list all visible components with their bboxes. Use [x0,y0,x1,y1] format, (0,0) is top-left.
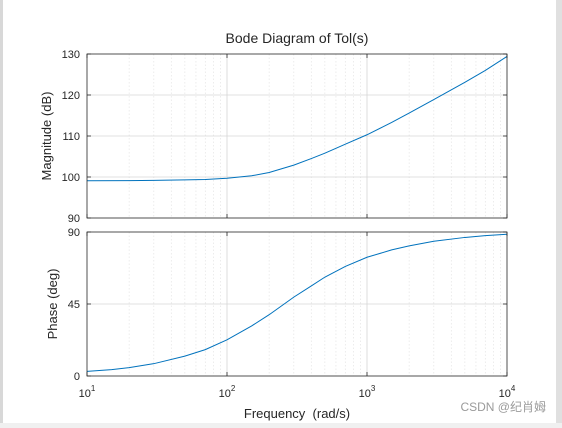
x-tick-label: 102 [219,384,236,400]
phase-curve [86,233,508,372]
x-tick-label: 103 [359,384,376,400]
y-tick-label: 90 [68,213,80,225]
y-tick-label: 45 [68,299,80,311]
magnitude-y-label: Magnitude (dB) [39,92,54,181]
y-tick-label: 130 [62,49,80,61]
magnitude-panel: 90 100 110 120 130 Magnitude (dB) [39,49,508,225]
window-left-edge [0,0,3,423]
y-tick-label: 120 [62,90,80,102]
x-axis-label: Frequency (rad/s) [244,406,350,421]
x-tick-label: 104 [499,384,516,400]
phase-grid [87,232,507,376]
magnitude-grid [87,54,507,218]
window-right-edge [556,0,562,423]
phase-y-label: Phase (deg) [45,269,60,340]
phase-panel: 0 45 90 Phase (deg) [45,227,508,383]
y-tick-label: 110 [62,131,80,143]
chart-title: Bode Diagram of Tol(s) [226,30,369,46]
watermark-text: CSDN @纪肖姆 [460,400,546,414]
magnitude-curve [86,56,508,182]
phase-y-ticks: 0 45 90 [68,227,507,383]
magnitude-y-ticks: 90 100 110 120 130 [62,49,507,225]
y-tick-label: 100 [62,172,80,184]
frequency-x-ticks: 101 102 103 104 [79,54,516,400]
y-tick-label: 0 [74,371,80,383]
x-tick-label: 101 [79,384,96,400]
y-tick-label: 90 [68,227,80,239]
